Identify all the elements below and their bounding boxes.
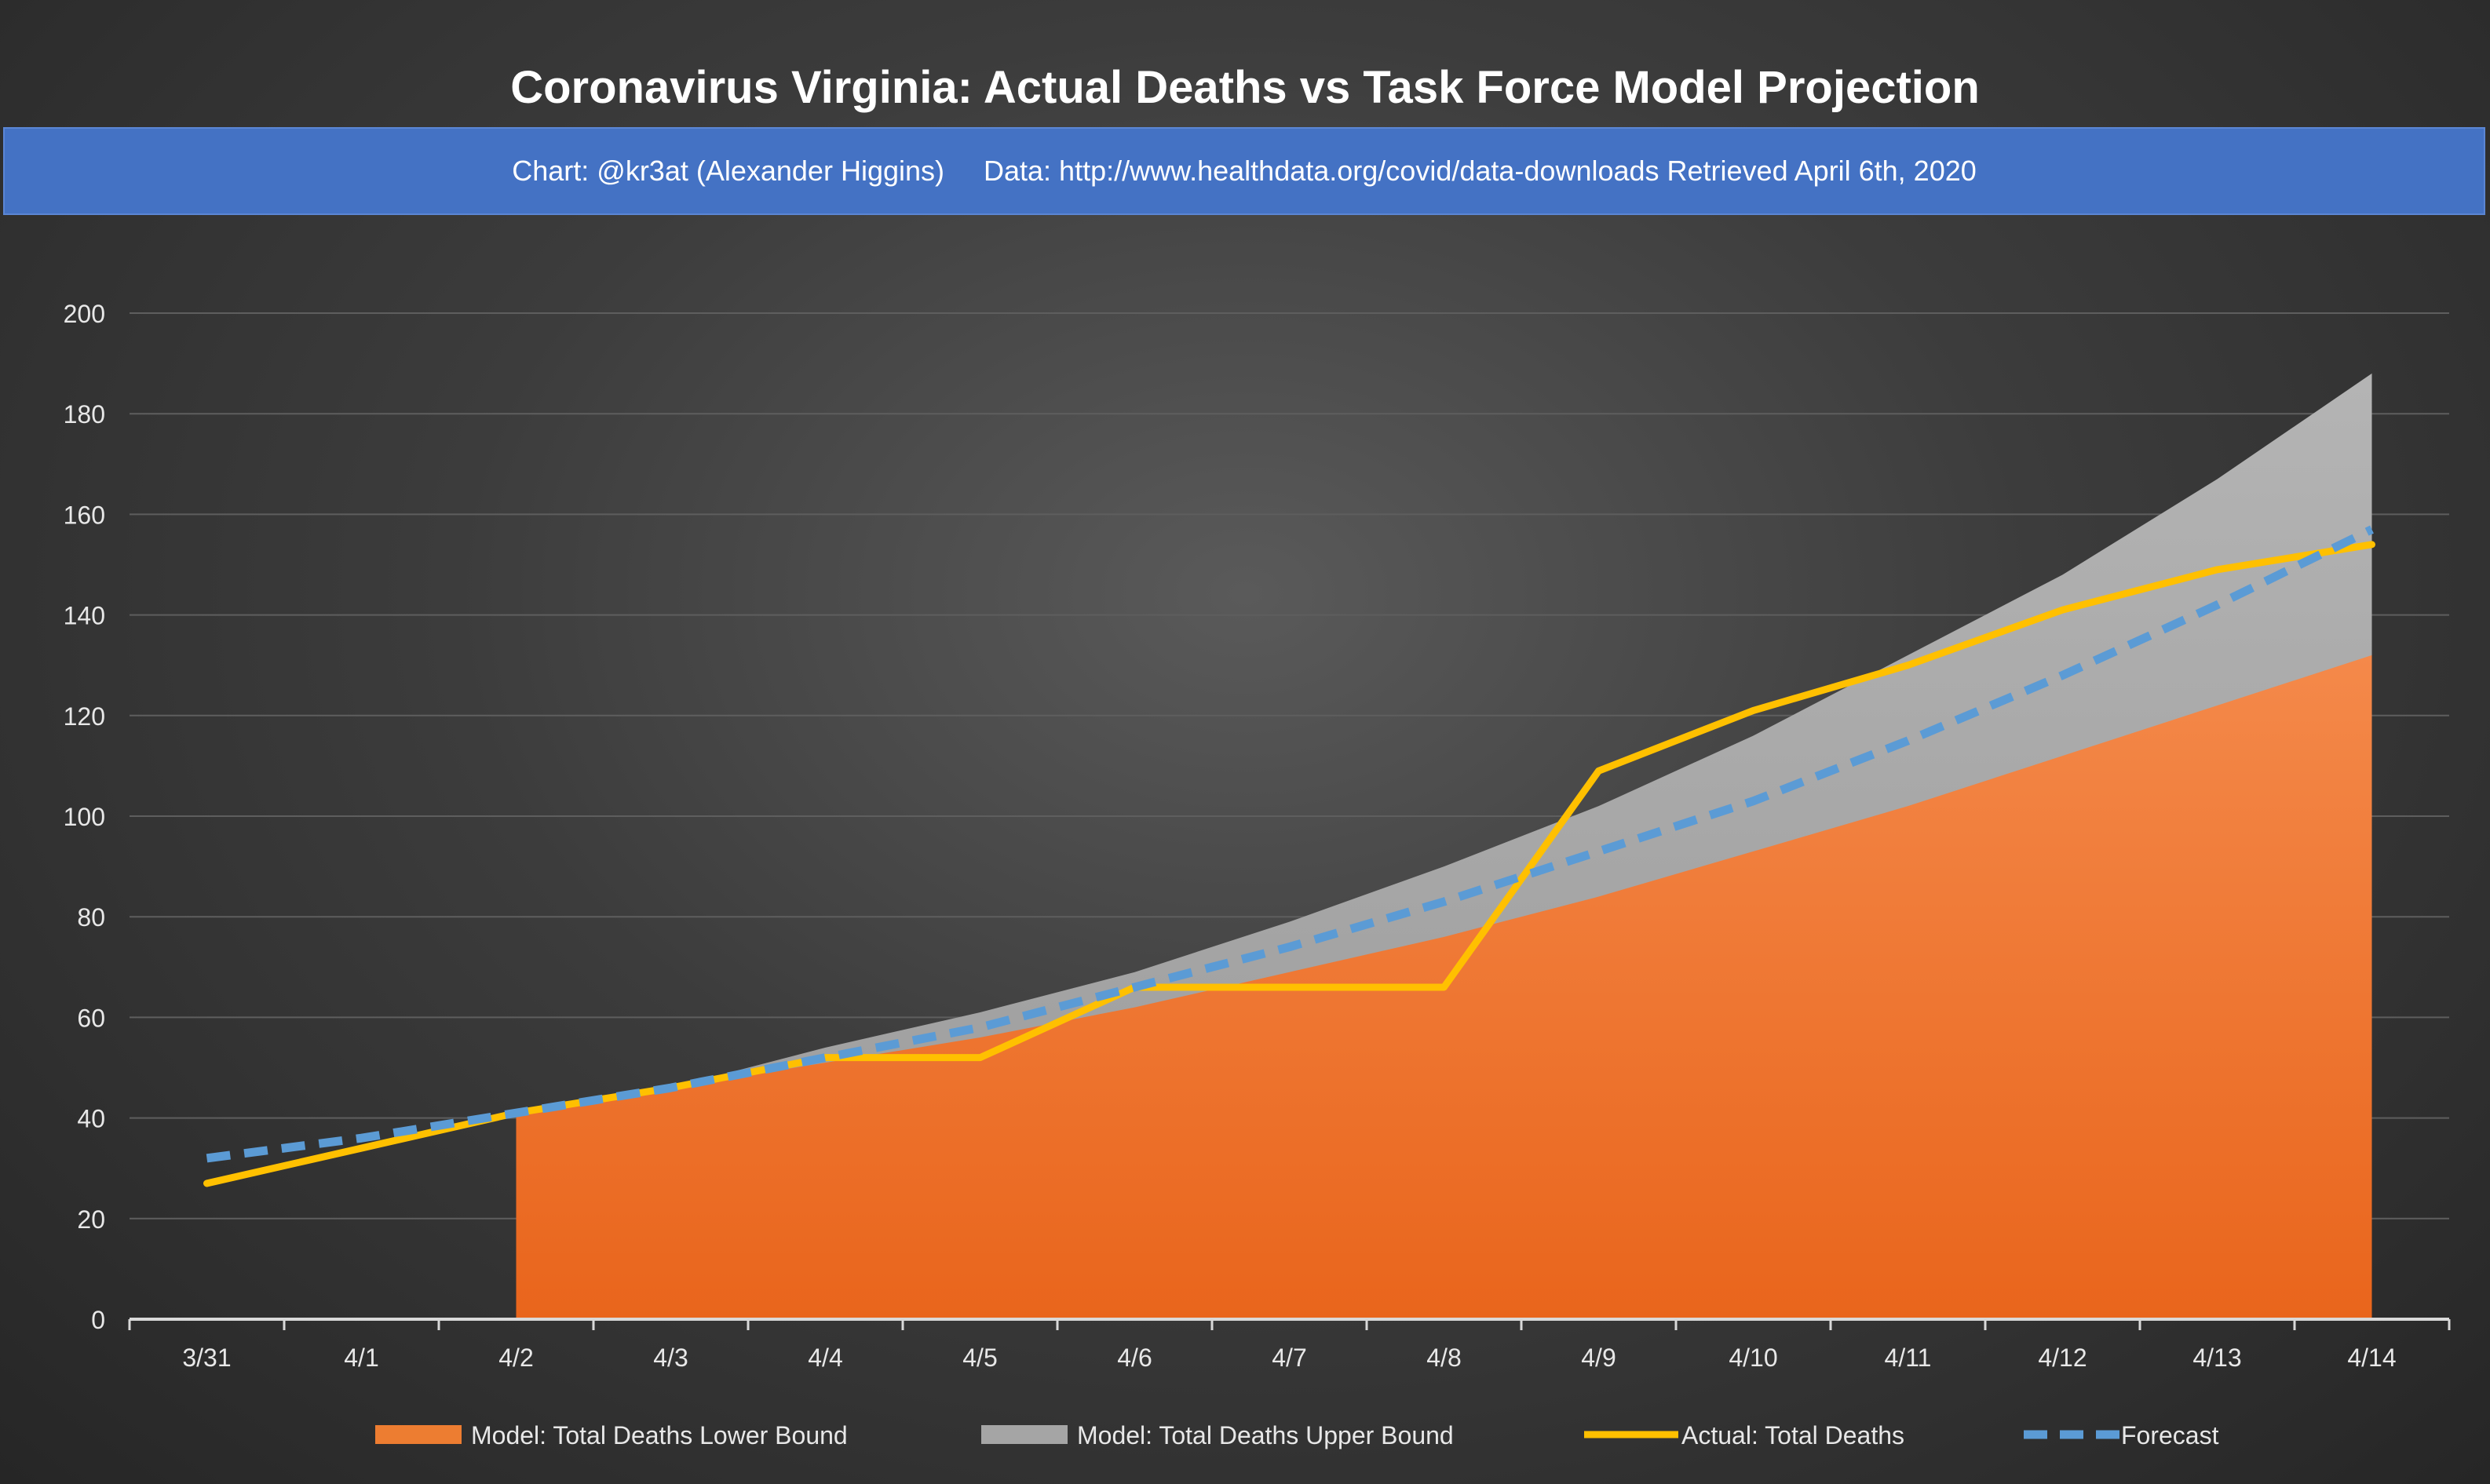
forecast-line [206, 525, 2374, 1163]
chart-title: Coronavirus Virginia: Actual Deaths vs T… [510, 62, 1980, 113]
x-tick-label: 4/9 [1581, 1344, 1616, 1372]
legend-key [375, 1425, 462, 1444]
area-series [516, 373, 2372, 1319]
x-tick-label: 4/2 [498, 1344, 533, 1372]
legend-key [981, 1425, 1068, 1444]
x-tick-label: 4/6 [1117, 1344, 1152, 1372]
x-tick-label: 4/1 [344, 1344, 378, 1372]
actual-total-deaths-line [203, 541, 2375, 1187]
legend-label: Forecast [2121, 1421, 2219, 1449]
y-tick-label: 160 [64, 501, 105, 529]
legend-label: Model: Total Deaths Upper Bound [1077, 1421, 1454, 1449]
legend-item-model-total-deaths-lower-bound: Model: Total Deaths Lower Bound [375, 1421, 848, 1449]
x-tick-label: 4/12 [2038, 1344, 2087, 1372]
axes: 0 20 40 60 80 100 120 140 160 180 200 3/31 4/1 4/2 4/3… [64, 300, 2451, 1372]
y-tick-label: 0 [91, 1306, 105, 1334]
legend-item-forecast: Forecast [2024, 1421, 2219, 1449]
y-tick-label: 100 [64, 803, 105, 831]
line-series [203, 525, 2375, 1187]
y-tick-label: 40 [77, 1105, 105, 1133]
y-tick-label: 200 [64, 300, 105, 328]
y-tick-label: 60 [77, 1004, 105, 1032]
x-tick-label: 4/10 [1729, 1344, 1777, 1372]
x-tick-label: 4/5 [962, 1344, 997, 1372]
y-tick-label: 120 [64, 702, 105, 731]
legend-item-model-total-deaths-upper-bound: Model: Total Deaths Upper Bound [981, 1421, 1454, 1449]
legend-label: Actual: Total Deaths [1681, 1421, 1904, 1449]
x-tick-label: 4/7 [1272, 1344, 1306, 1372]
x-tick-label: 4/4 [808, 1344, 842, 1372]
subtitle-banner: Chart: @kr3at (Alexander Higgins) Data: … [3, 127, 2485, 215]
legend-label: Model: Total Deaths Lower Bound [471, 1421, 848, 1449]
y-tick-label: 80 [77, 903, 105, 932]
x-tick-label: 4/13 [2192, 1344, 2241, 1372]
chart-subtitle: Chart: @kr3at (Alexander Higgins) Data: … [512, 155, 1977, 187]
x-tick-label: 4/3 [653, 1344, 688, 1372]
x-tick-label: 3/31 [182, 1344, 231, 1372]
x-tick-label: 4/14 [2347, 1344, 2396, 1372]
legend: Model: Total Deaths Lower Bound Model: To… [375, 1421, 2219, 1449]
y-tick-label: 180 [64, 400, 105, 428]
y-tick-label: 140 [64, 602, 105, 630]
x-tick-label: 4/11 [1885, 1344, 1932, 1372]
x-tick-label: 4/8 [1426, 1344, 1461, 1372]
y-tick-label: 20 [77, 1205, 105, 1234]
legend-item-actual-total-deaths: Actual: Total Deaths [1584, 1421, 1904, 1449]
